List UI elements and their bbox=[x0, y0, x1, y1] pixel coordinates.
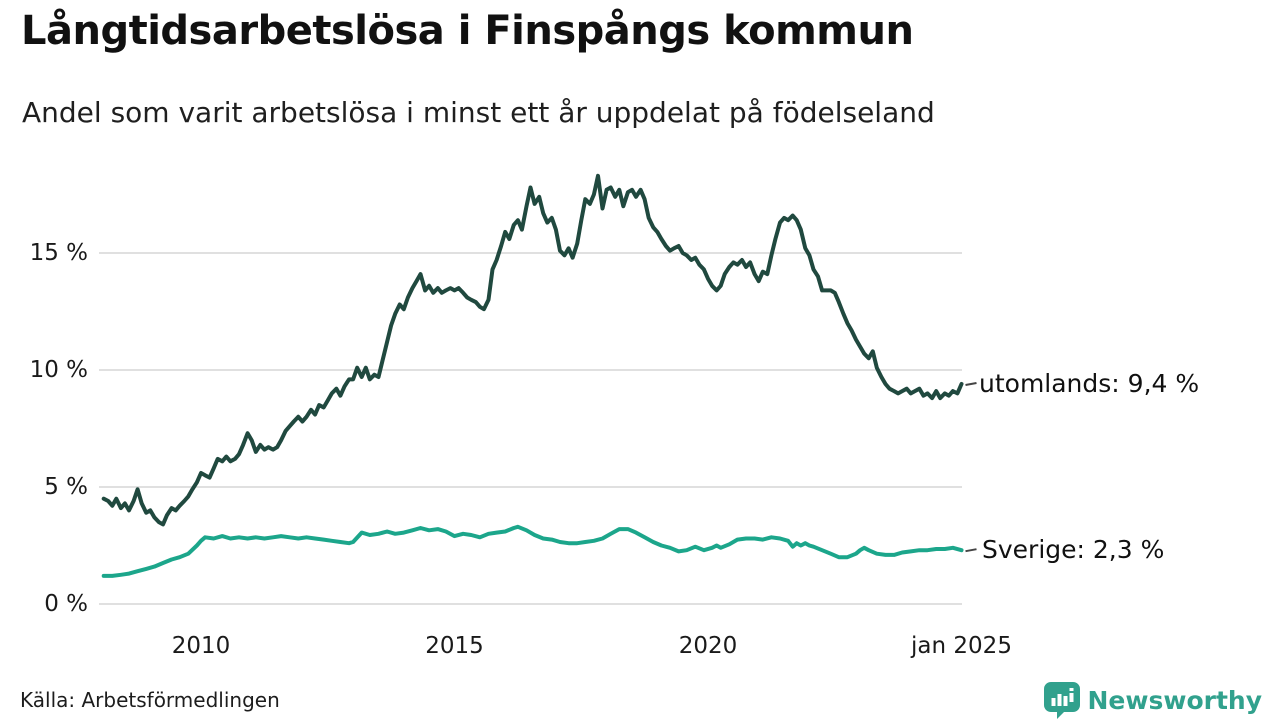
x-tick-label-2020: 2020 bbox=[678, 633, 738, 659]
leader-dash-utomlands bbox=[965, 382, 977, 387]
series-label-sverige: Sverige: 2,3 % bbox=[982, 535, 1165, 565]
series-line-Sverige bbox=[101, 524, 964, 578]
page-subtitle: Andel som varit arbetslösa i minst ett å… bbox=[22, 96, 935, 129]
series-line-utomlands bbox=[101, 173, 964, 527]
x-tick-label-2010: 2010 bbox=[171, 633, 231, 659]
y-tick-label-10: 10 % bbox=[29, 357, 88, 383]
page-title: Långtidsarbetslösa i Finspångs kommun bbox=[21, 8, 914, 54]
y-tick-label-15: 15 % bbox=[29, 240, 88, 266]
newsworthy-logo-icon bbox=[1043, 682, 1080, 719]
x-tick-label-jan-2025: jan 2025 bbox=[911, 633, 1012, 659]
leader-dash-Sverige bbox=[965, 548, 977, 553]
y-tick-label-0: 0 % bbox=[44, 591, 88, 617]
y-tick-label-5: 5 % bbox=[44, 474, 88, 500]
x-tick-label-2015: 2015 bbox=[425, 633, 484, 659]
series-label-utomlands: utomlands: 9,4 % bbox=[979, 369, 1200, 399]
newsworthy-wordmark: Newsworthy bbox=[1087, 686, 1263, 715]
newsworthy-logo: Newsworthy bbox=[1043, 682, 1263, 719]
source-note: Källa: Arbetsförmedlingen bbox=[20, 688, 280, 712]
